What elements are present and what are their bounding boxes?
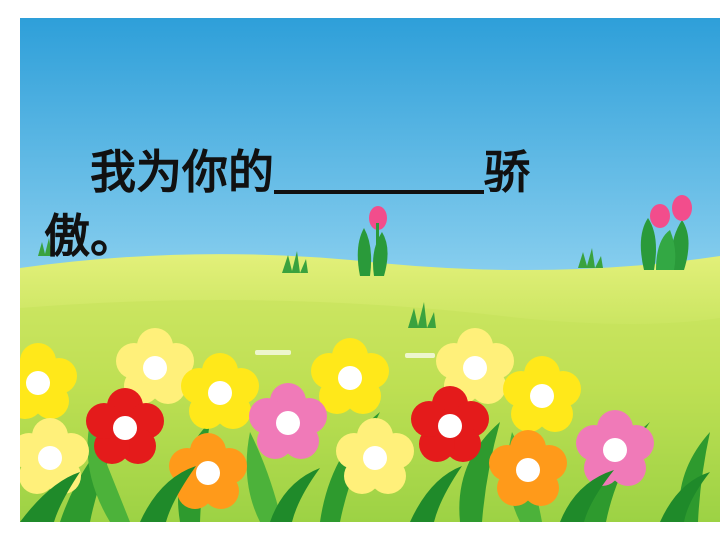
answer-blank <box>274 144 484 194</box>
flower-icon <box>436 328 514 404</box>
flower-icon <box>86 388 164 464</box>
flower-icon <box>20 343 77 419</box>
sentence-end: 骄傲。 <box>44 145 530 263</box>
flower-icon <box>489 430 567 506</box>
flower-icon <box>20 418 89 494</box>
tulip-icon <box>640 195 692 270</box>
fill-in-sentence: 我为你的 骄傲。 <box>44 140 584 268</box>
flower-icon <box>249 383 327 459</box>
grass-highlights <box>255 350 435 358</box>
flower-icon <box>411 386 489 462</box>
flower-icon <box>116 328 194 404</box>
slide: 我为你的 骄傲。 <box>20 18 720 522</box>
grass-tuft-icon <box>38 238 603 328</box>
flower-icon <box>576 410 654 486</box>
foreground-leaves <box>20 466 710 522</box>
flower-icon <box>336 418 414 494</box>
flower-icon <box>181 353 259 429</box>
tulip-icon <box>357 206 388 276</box>
flower-icon <box>503 356 581 432</box>
flower-icon <box>311 338 389 414</box>
meadow-background <box>20 18 720 522</box>
flower-icon <box>169 433 247 509</box>
sentence-start: 我为你的 <box>90 145 274 199</box>
